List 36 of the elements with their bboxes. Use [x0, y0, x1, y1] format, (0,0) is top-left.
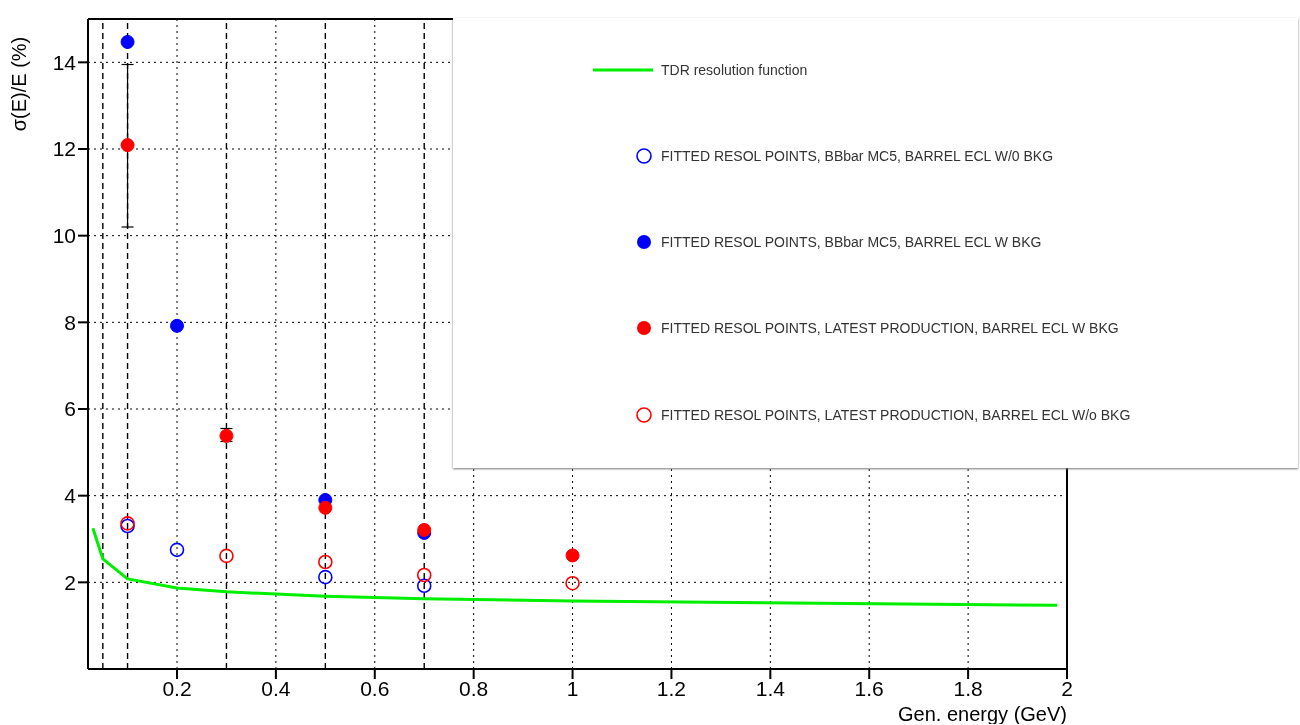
point: [318, 554, 333, 570]
y-tick-label: 6: [64, 397, 76, 421]
legend-label: TDR resolution function: [661, 62, 808, 79]
y-axis-title: σ(E)/E (%): [8, 36, 30, 132]
point: [318, 500, 333, 515]
x-tick-label: 0.8: [459, 676, 489, 700]
x-tick-label: 1.2: [656, 676, 687, 700]
point: [170, 318, 184, 333]
legend-label: FITTED RESOL POINTS, LATEST PRODUCTION, BARREL ECL W BKG: [661, 320, 1119, 337]
y-tick-label: 8: [64, 310, 76, 334]
x-tick-label: 0.6: [360, 676, 390, 700]
y-tick-label: 2: [64, 570, 76, 594]
point: [565, 548, 580, 563]
x-tick-label: 1: [566, 676, 579, 700]
legend-label: FITTED RESOL POINTS, BBbar MC5, BARREL ECL W BKG: [661, 233, 1042, 250]
legend-label: FITTED RESOL POINTS, LATEST PRODUCTION, BARREL ECL W/o BKG: [661, 406, 1131, 423]
point: [219, 548, 234, 564]
x-tick-label: 0.4: [261, 676, 291, 700]
point: [416, 567, 432, 583]
x-tick-label: 1.6: [854, 676, 884, 700]
x-tick-label: 1.4: [755, 676, 786, 700]
x-tick-label: 2: [1061, 676, 1073, 700]
y-tick-label: 14: [52, 50, 77, 74]
y-tick-label: 4: [64, 484, 77, 508]
point: [565, 575, 580, 591]
point: [169, 542, 185, 558]
x-tick-label: 0.2: [162, 676, 192, 700]
x-tick-label: 1.8: [953, 676, 983, 700]
point: [120, 138, 135, 153]
y-tick-label: 12: [52, 137, 76, 161]
line-series: [91, 526, 1059, 607]
legend-label: FITTED RESOL POINTS, BBbar MC5, BARREL ECL W/0 BKG: [661, 147, 1054, 164]
point: [416, 578, 432, 594]
point: [120, 34, 135, 49]
point: [318, 569, 333, 585]
y-tick-label: 10: [52, 224, 76, 248]
